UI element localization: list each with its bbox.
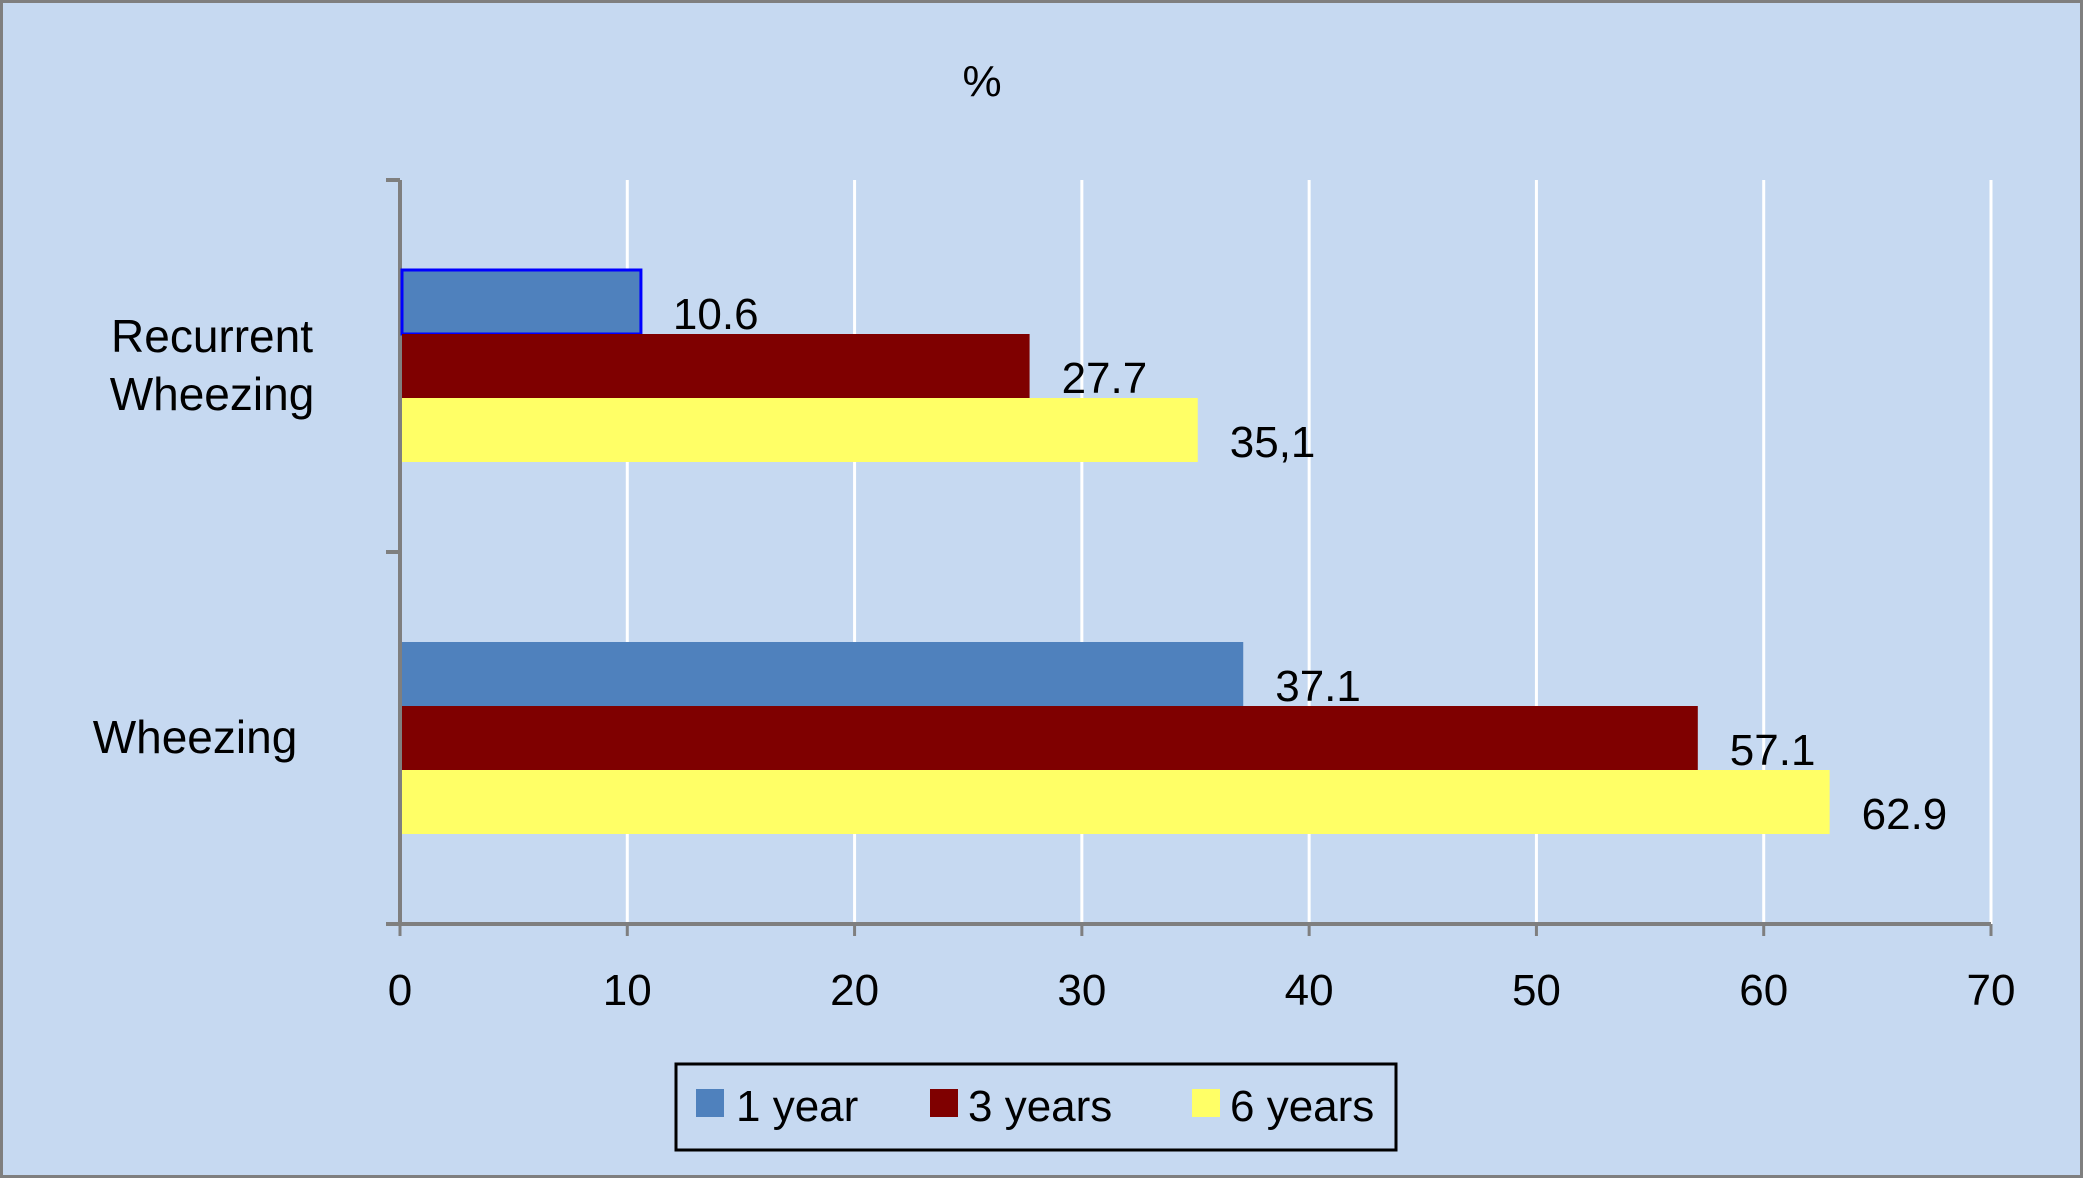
bar-6-years-wheezing [402, 770, 1830, 834]
data-label: 27.7 [1062, 354, 1148, 403]
data-label: 37.1 [1275, 662, 1361, 711]
bar-3-years-wheezing [402, 706, 1698, 770]
legend-swatch-3-years [930, 1089, 958, 1117]
x-tick-label: 70 [1967, 966, 2016, 1015]
bar-6-years-recurrent-wheezing [402, 398, 1198, 462]
data-label: 35,1 [1230, 418, 1316, 467]
data-label: 62.9 [1862, 790, 1948, 839]
data-label: 57.1 [1730, 726, 1816, 775]
chart-title: % [962, 57, 1001, 106]
x-tick-label: 40 [1285, 966, 1334, 1015]
legend-label: 1 year [736, 1082, 858, 1131]
x-tick-label: 30 [1057, 966, 1106, 1015]
category-label: Wheezing [110, 368, 315, 420]
data-label: 10.6 [673, 290, 759, 339]
x-tick-label: 0 [388, 966, 412, 1015]
category-label: Recurrent [111, 310, 313, 362]
x-tick-label: 50 [1512, 966, 1561, 1015]
bar-3-years-recurrent-wheezing [402, 334, 1030, 398]
legend-swatch-6-years [1192, 1089, 1220, 1117]
bar-1-year-wheezing [402, 642, 1244, 706]
category-label: Wheezing [93, 711, 298, 763]
legend-label: 3 years [968, 1082, 1112, 1131]
legend-swatch-1-year [696, 1089, 724, 1117]
legend-label: 6 years [1230, 1082, 1374, 1131]
x-tick-label: 60 [1739, 966, 1788, 1015]
legend-box [674, 1062, 1398, 1152]
bar-1-year-recurrent-wheezing [400, 268, 643, 336]
x-tick-label: 20 [830, 966, 879, 1015]
x-tick-label: 10 [603, 966, 652, 1015]
